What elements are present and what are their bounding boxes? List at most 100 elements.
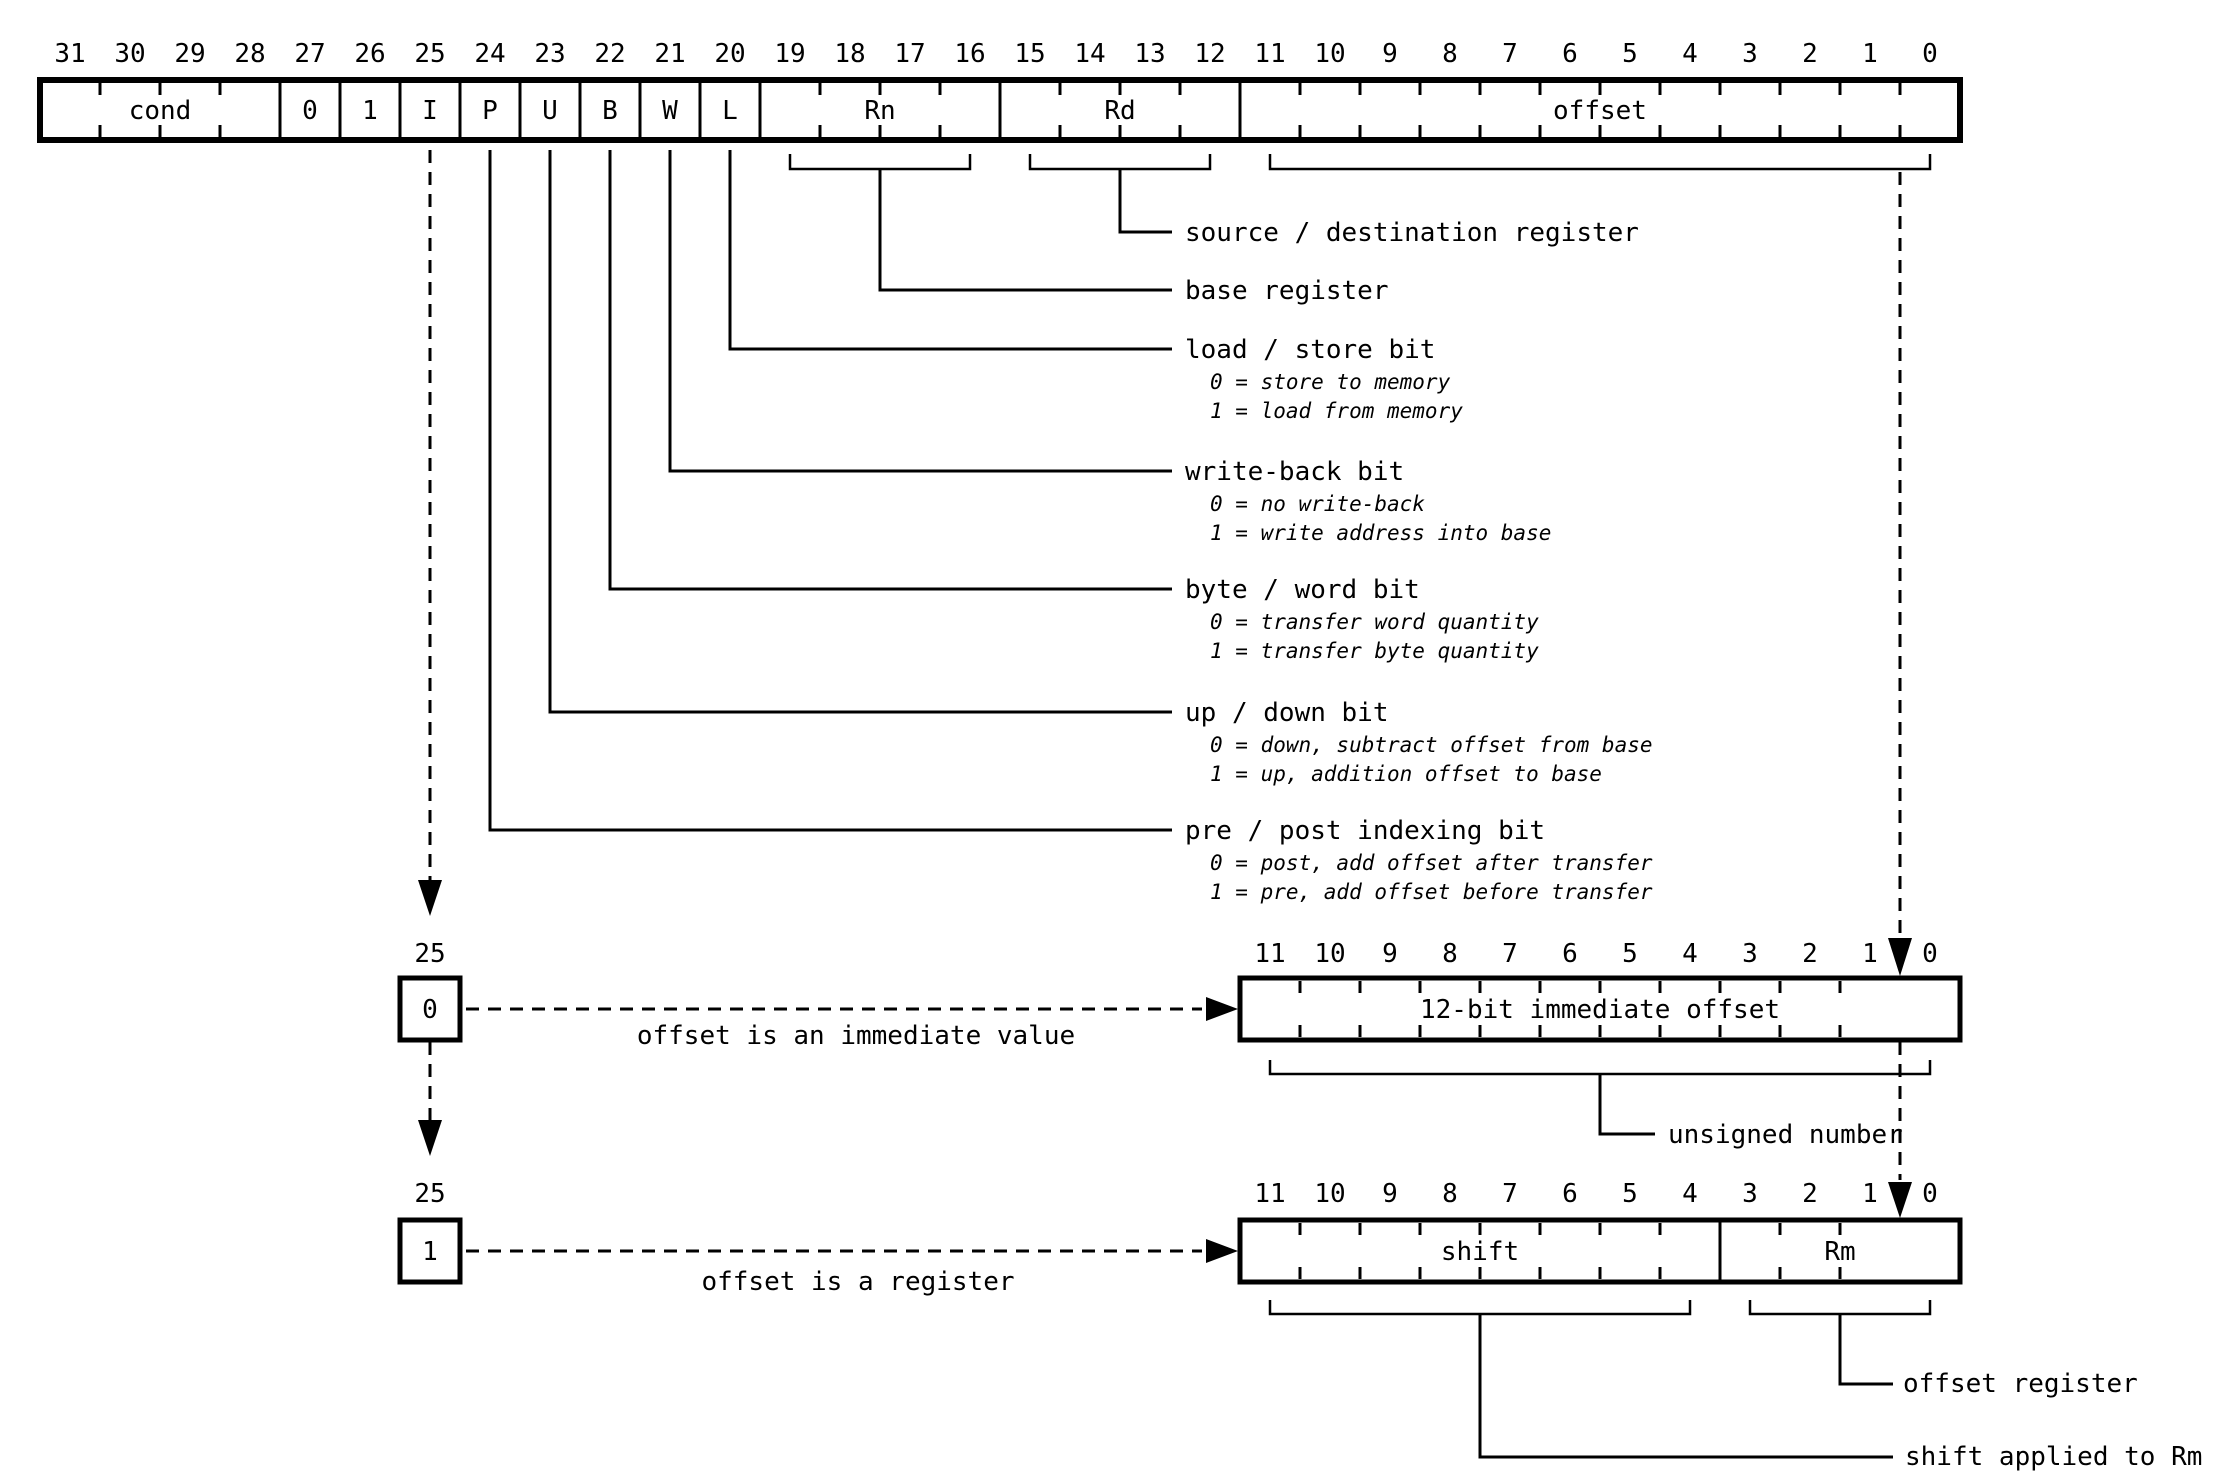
bit-number: 10 [1314, 39, 1345, 69]
annotation-labels: source / destination register base regis… [1185, 218, 1653, 904]
field-12bit-immediate-offset: 12-bit immediate offset [1420, 995, 1780, 1025]
bit-number: 3 [1742, 939, 1758, 969]
bit-number: 0 [1922, 39, 1938, 69]
bit-number: 1 [1862, 1179, 1878, 1209]
bit-number: 9 [1382, 39, 1398, 69]
connector-shift-applied [1478, 1314, 1893, 1459]
label-byte-word-1: 1 = transfer byte quantity [1210, 639, 1539, 663]
label-offset-register: offset register [1903, 1369, 2138, 1399]
bit-number: 1 [1862, 39, 1878, 69]
bit-number: 8 [1442, 1179, 1458, 1209]
connector-rd [1118, 169, 1172, 234]
connector-rn [878, 169, 1172, 292]
bit-number: 22 [594, 39, 625, 69]
instruction-word-box: cond 0 1 I P U B W L Rn Rd offset [37, 77, 1963, 143]
connector-b [608, 150, 1172, 591]
bit-number: 11 [1254, 939, 1285, 969]
brace-rn [788, 154, 972, 171]
label-load-store-bit: load / store bit [1185, 335, 1435, 365]
arrow-down-i-bit [418, 880, 442, 916]
bit-number: 8 [1442, 939, 1458, 969]
immediate-offset-section: 25 0 offset is an immediate value 11 10 … [397, 939, 1963, 1150]
bit-number: 24 [474, 39, 505, 69]
label-source-destination-register: source / destination register [1185, 218, 1639, 248]
label-byte-word-0: 0 = transfer word quantity [1210, 610, 1539, 634]
label-load-store-1: 1 = load from memory [1210, 399, 1463, 423]
connector-p [488, 150, 1172, 832]
bit-number: 2 [1802, 939, 1818, 969]
arrow-down-bit25-link [418, 1120, 442, 1156]
field-p-bit: P [482, 96, 498, 126]
brace-shift [1268, 1300, 1692, 1316]
bit-number: 5 [1622, 1179, 1638, 1209]
bit-number: 4 [1682, 39, 1698, 69]
bit25-value-1: 1 [422, 1237, 438, 1267]
brace-offset [1268, 154, 1932, 171]
field-cond: cond [129, 96, 192, 126]
label-pre-post-indexing-bit: pre / post indexing bit [1185, 816, 1545, 846]
label-up-down-0: 0 = down, subtract offset from base [1210, 733, 1653, 757]
bit-number: 19 [774, 39, 805, 69]
field-dividers [278, 80, 1242, 140]
bit-number: 26 [354, 39, 385, 69]
bit-number: 23 [534, 39, 565, 69]
bit-number: 3 [1742, 39, 1758, 69]
bit-number: 14 [1074, 39, 1105, 69]
bit-number: 6 [1562, 39, 1578, 69]
brace-rd [1028, 154, 1212, 171]
label-unsigned-number: unsigned number [1668, 1120, 1903, 1150]
register-bit-ticks [1298, 1223, 1842, 1279]
arrow-down-offset-immediate [1888, 938, 1912, 976]
bit-number: 21 [654, 39, 685, 69]
bit-number: 10 [1314, 1179, 1345, 1209]
bit-number: 9 [1382, 1179, 1398, 1209]
bit-number: 31 [54, 39, 85, 69]
bit-boundary-ticks [98, 83, 1902, 137]
field-bit26: 1 [362, 96, 378, 126]
label-load-store-0: 0 = store to memory [1210, 370, 1451, 394]
bit-number: 8 [1442, 39, 1458, 69]
bit-number: 5 [1622, 39, 1638, 69]
register-offset-section: 25 1 offset is a register 11 10 9 8 7 6 … [397, 1179, 2202, 1472]
label-base-register: base register [1185, 276, 1389, 306]
bit-number: 3 [1742, 1179, 1758, 1209]
field-i-bit: I [422, 96, 438, 126]
bit-number: 20 [714, 39, 745, 69]
bit25-position-label: 25 [414, 939, 445, 969]
bit-number: 25 [414, 39, 445, 69]
bit-number: 27 [294, 39, 325, 69]
field-offset: offset [1553, 96, 1647, 126]
connector-offset-register [1838, 1314, 1893, 1386]
label-write-back-bit: write-back bit [1185, 457, 1404, 487]
field-u-bit: U [542, 96, 558, 126]
field-b-bit: B [602, 96, 618, 126]
bit25-position-label: 25 [414, 1179, 445, 1209]
bit-number: 4 [1682, 939, 1698, 969]
bit-number: 15 [1014, 39, 1045, 69]
label-byte-word-bit: byte / word bit [1185, 575, 1420, 605]
caption-offset-register: offset is a register [701, 1267, 1014, 1297]
connector-l [728, 150, 1172, 351]
bit-number: 12 [1194, 39, 1225, 69]
bit-number: 28 [234, 39, 265, 69]
main-bit-numbers-row: 31 30 29 28 27 26 25 24 23 22 21 20 19 1… [54, 39, 1937, 69]
connector-u [548, 150, 1172, 714]
bit-number: 7 [1502, 39, 1518, 69]
label-write-back-0: 0 = no write-back [1210, 492, 1425, 516]
register-bit-numbers-row: 11 10 9 8 7 6 5 4 3 2 1 0 [1254, 1179, 1937, 1209]
label-pre-post-1: 1 = pre, add offset before transfer [1210, 880, 1653, 904]
bit25-value-box-0 [397, 975, 463, 1043]
bit-number: 10 [1314, 939, 1345, 969]
field-rm: Rm [1824, 1237, 1855, 1267]
bit-number: 11 [1254, 39, 1285, 69]
bit-number: 7 [1502, 939, 1518, 969]
bit-number: 11 [1254, 1179, 1285, 1209]
label-pre-post-0: 0 = post, add offset after transfer [1210, 851, 1653, 875]
field-l-bit: L [722, 96, 738, 126]
label-up-down-bit: up / down bit [1185, 698, 1389, 728]
field-rn: Rn [864, 96, 895, 126]
arrow-down-offset-register [1888, 1182, 1912, 1218]
label-up-down-1: 1 = up, addition offset to base [1210, 762, 1602, 786]
